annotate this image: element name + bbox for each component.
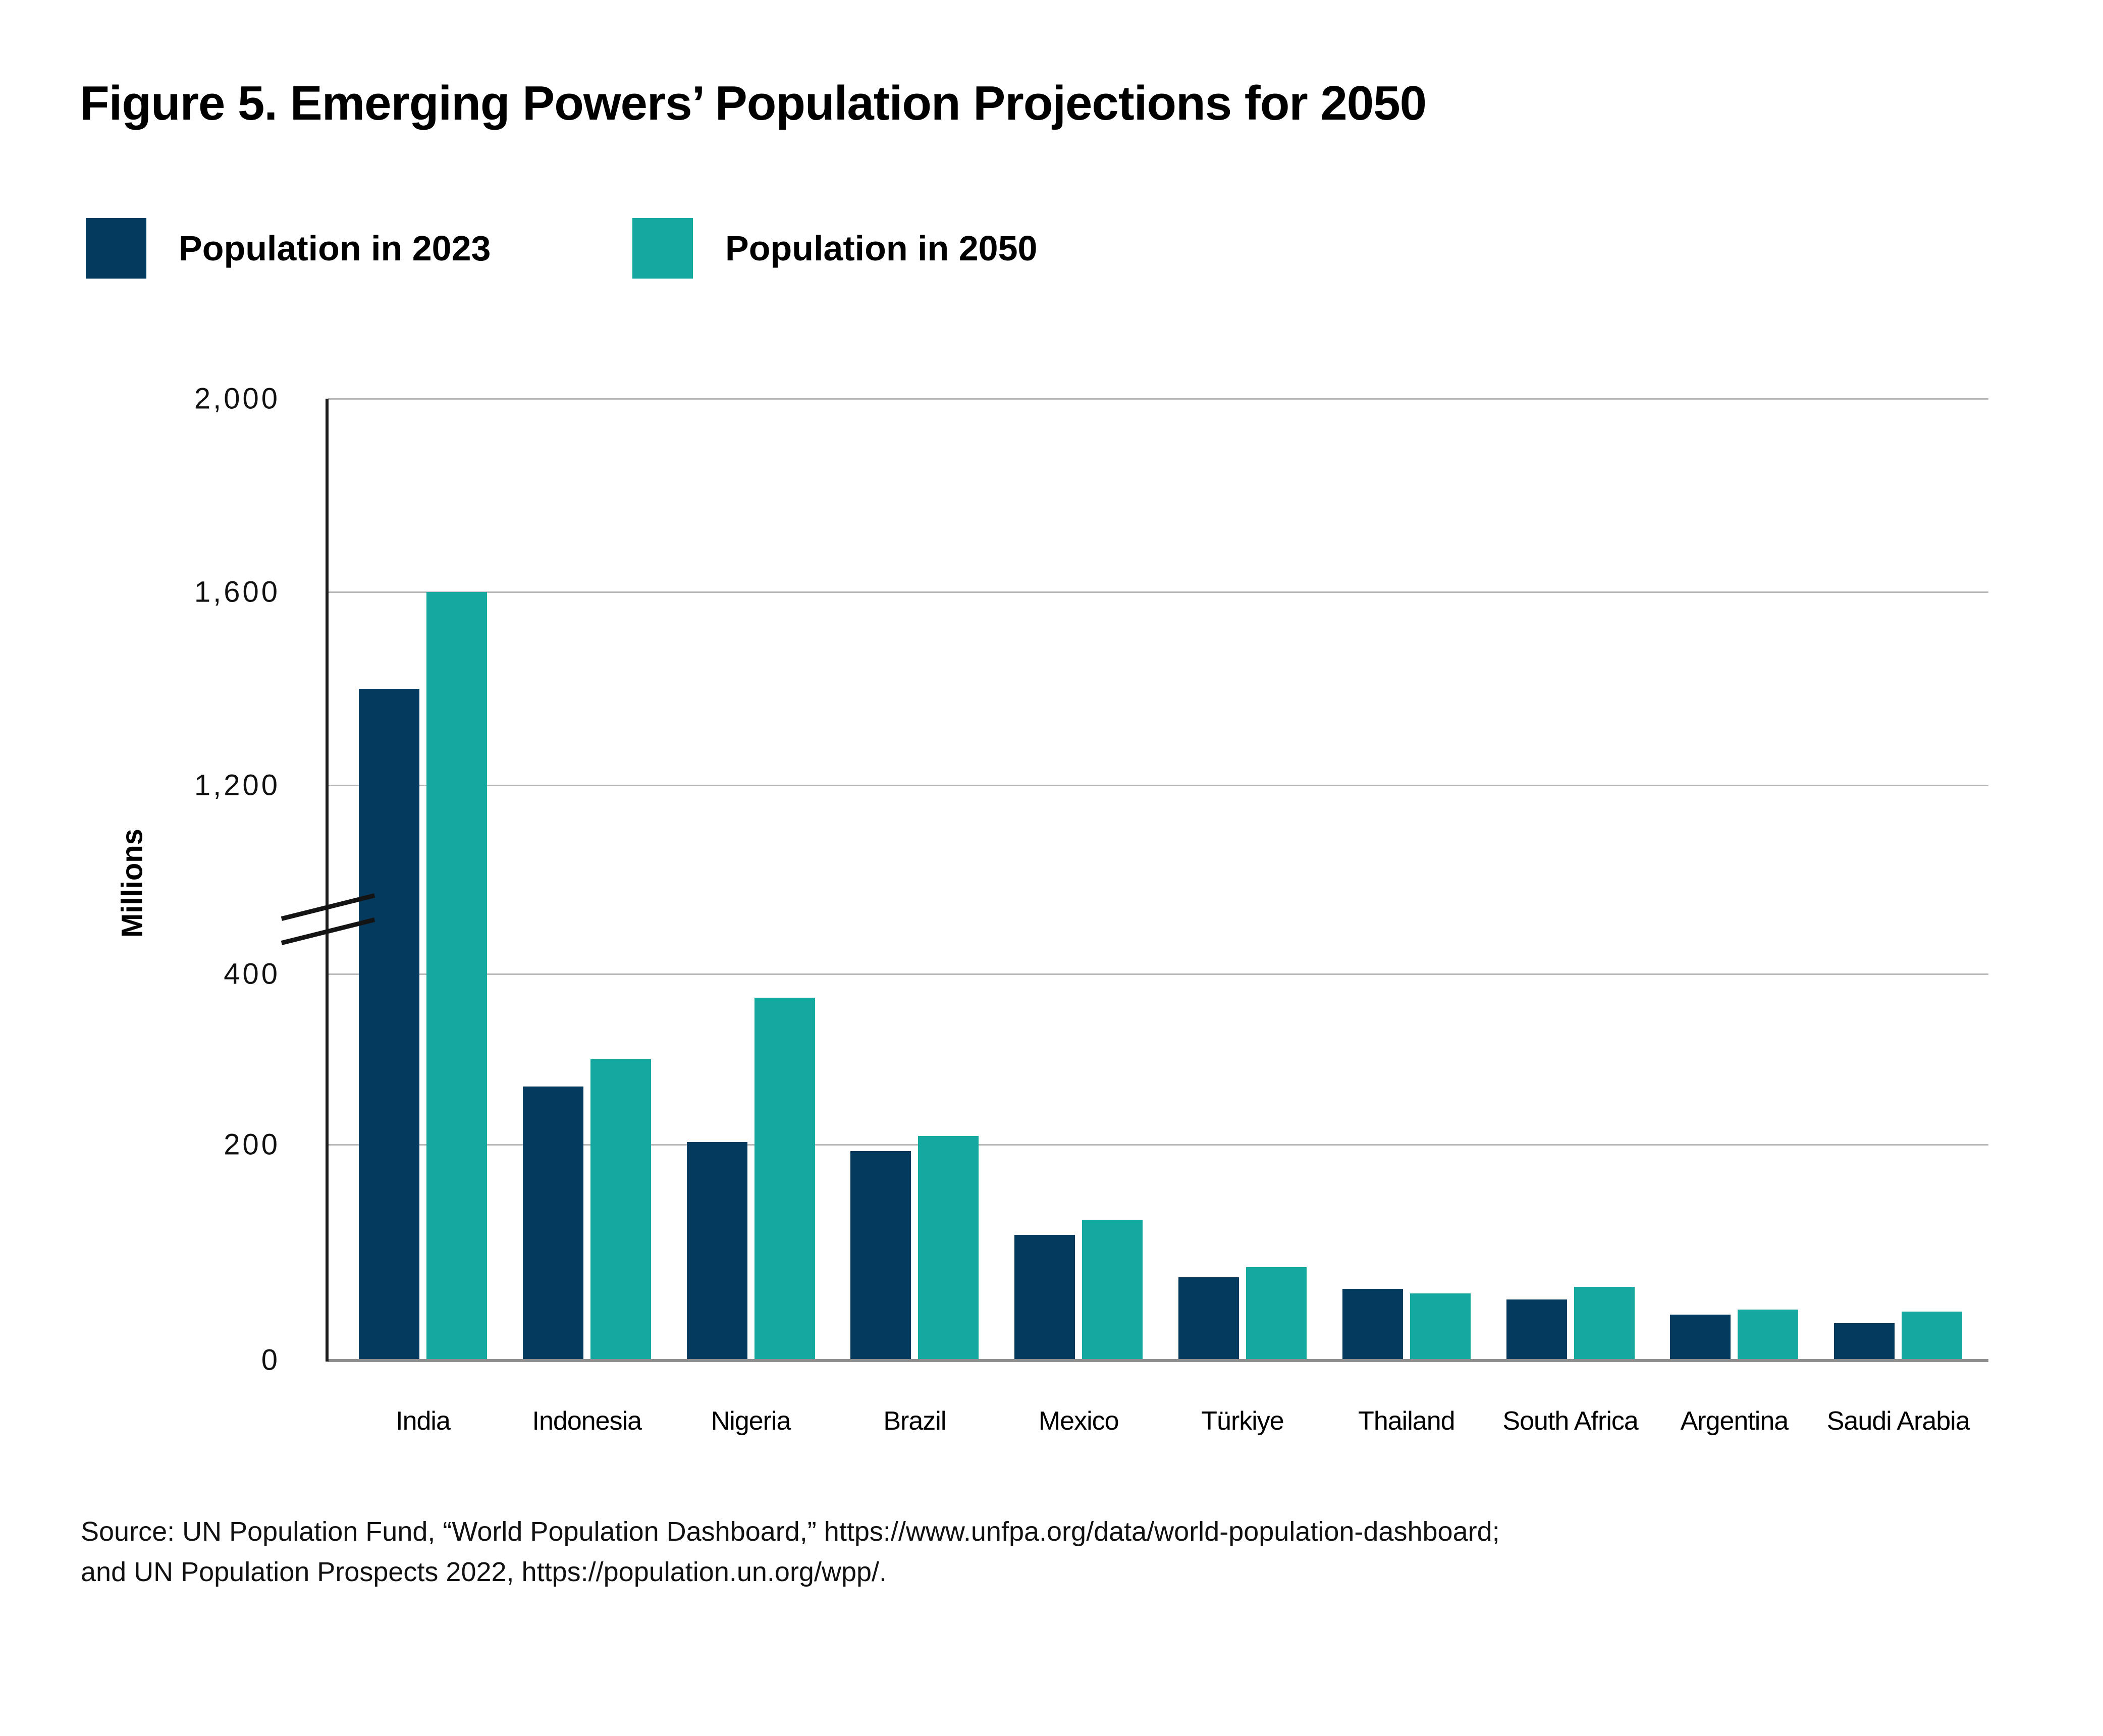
x-label-Nigeria: Nigeria bbox=[711, 1406, 791, 1436]
bar-2050-Türkiye bbox=[1246, 1267, 1307, 1360]
x-label-Argentina: Argentina bbox=[1680, 1406, 1789, 1436]
bar-2023-Thailand bbox=[1342, 1289, 1403, 1360]
bar-2023-Mexico bbox=[1014, 1235, 1075, 1360]
y-tick-0: 0 bbox=[261, 1343, 280, 1377]
bar-2050-India bbox=[426, 592, 487, 1360]
legend-swatch-2050 bbox=[632, 218, 693, 279]
gridline-1,600 bbox=[328, 591, 1988, 593]
x-label-Thailand: Thailand bbox=[1358, 1406, 1455, 1436]
x-label-South Africa: South Africa bbox=[1502, 1406, 1638, 1436]
legend-item-2050: Population in 2050 bbox=[632, 218, 1037, 279]
x-label-India: India bbox=[396, 1406, 451, 1436]
bar-2050-Brazil bbox=[918, 1136, 979, 1360]
legend-label-2050: Population in 2050 bbox=[725, 229, 1038, 268]
y-tick-1,200: 1,200 bbox=[194, 769, 280, 802]
bar-2023-Indonesia bbox=[522, 1087, 583, 1360]
source-line-1: Source: UN Population Fund, “World Popul… bbox=[81, 1516, 1500, 1547]
bar-2023-Brazil bbox=[850, 1151, 911, 1360]
x-label-Türkiye: Türkiye bbox=[1201, 1406, 1284, 1436]
legend-label-2023: Population in 2023 bbox=[179, 229, 491, 268]
gridline-200 bbox=[328, 1144, 1988, 1146]
x-label-Brazil: Brazil bbox=[883, 1406, 946, 1436]
bar-2023-South Africa bbox=[1506, 1299, 1567, 1360]
bar-2023-Saudi Arabia bbox=[1834, 1323, 1895, 1360]
source-note: Source: UN Population Fund, “World Popul… bbox=[81, 1511, 1500, 1592]
source-line-2: and UN Population Prospects 2022, https:… bbox=[81, 1557, 887, 1587]
y-axis-line bbox=[326, 399, 329, 1362]
bar-2050-Argentina bbox=[1738, 1309, 1799, 1360]
bar-2050-Indonesia bbox=[590, 1059, 651, 1360]
gridline-2,000 bbox=[328, 398, 1988, 400]
x-label-Indonesia: Indonesia bbox=[532, 1406, 642, 1436]
bar-2023-Türkiye bbox=[1178, 1277, 1239, 1360]
y-tick-200: 200 bbox=[224, 1128, 280, 1161]
bar-2023-India bbox=[359, 688, 419, 1360]
gridline-400 bbox=[328, 973, 1988, 975]
bar-2050-Saudi Arabia bbox=[1902, 1311, 1963, 1360]
x-axis-baseline bbox=[328, 1359, 1988, 1362]
legend-item-2023: Population in 2023 bbox=[86, 218, 491, 279]
gridline-1,200 bbox=[328, 784, 1988, 786]
bar-2023-Nigeria bbox=[686, 1142, 747, 1360]
bar-2050-Mexico bbox=[1082, 1220, 1143, 1360]
x-label-Mexico: Mexico bbox=[1038, 1406, 1119, 1436]
y-tick-2,000: 2,000 bbox=[194, 382, 280, 415]
legend-swatch-2023 bbox=[86, 218, 146, 279]
bar-2050-Thailand bbox=[1410, 1293, 1471, 1360]
bar-2023-Argentina bbox=[1670, 1315, 1731, 1360]
figure-title: Figure 5. Emerging Powers’ Population Pr… bbox=[80, 76, 1427, 130]
x-label-Saudi Arabia: Saudi Arabia bbox=[1826, 1406, 1970, 1436]
bar-2050-South Africa bbox=[1574, 1286, 1635, 1360]
y-tick-1,600: 1,600 bbox=[194, 575, 280, 609]
bar-2050-Nigeria bbox=[754, 998, 815, 1360]
y-tick-400: 400 bbox=[224, 957, 280, 991]
